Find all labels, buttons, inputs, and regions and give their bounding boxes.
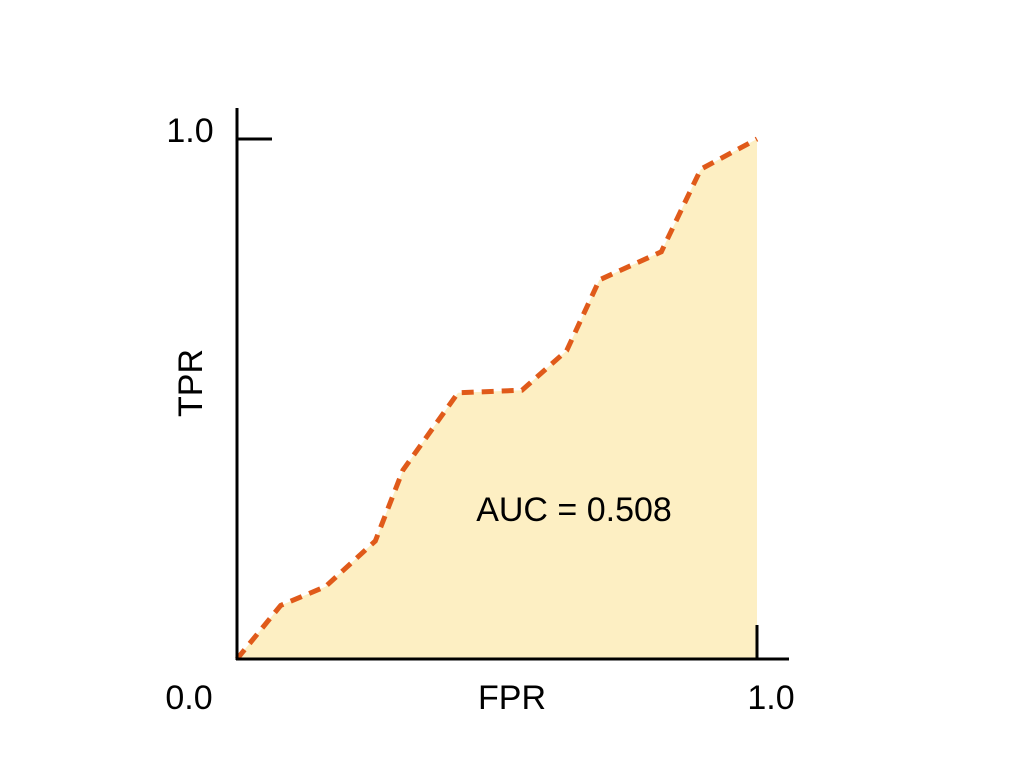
roc-curve <box>235 136 759 661</box>
x-tick-label-0: 0.0 <box>165 679 212 717</box>
y-axis-label: TPR <box>172 349 210 417</box>
x-tick-label-1: 1.0 <box>747 679 794 717</box>
y-tick-label-1: 1.0 <box>166 112 213 150</box>
x-axis-label: FPR <box>478 679 546 717</box>
auc-annotation: AUC = 0.508 <box>476 491 672 529</box>
